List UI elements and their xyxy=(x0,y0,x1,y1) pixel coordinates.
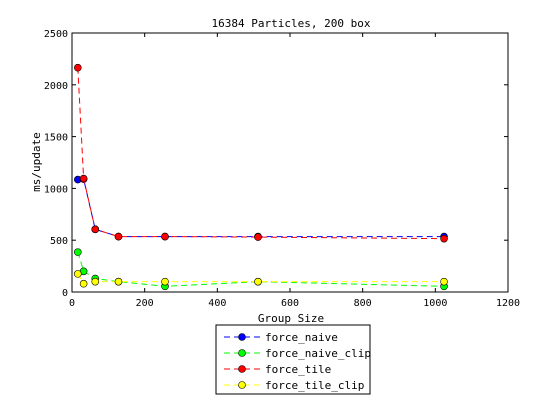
y-tick-label: 1000 xyxy=(44,184,68,195)
data-point xyxy=(114,232,123,241)
legend-item-force_naive: force_naive xyxy=(224,331,338,344)
data-point xyxy=(91,277,100,286)
legend-marker xyxy=(238,381,246,389)
legend-item-force_tile: force_tile xyxy=(224,363,331,376)
y-axis-label: ms/update xyxy=(30,132,43,192)
legend-label: force_naive xyxy=(265,331,338,344)
x-tick-label: 0 xyxy=(69,298,75,309)
plot-area xyxy=(71,32,509,293)
y-axis: 0 500 1000 1500 2000 2500 xyxy=(44,29,508,299)
data-point xyxy=(74,270,82,278)
x-tick-label: 200 xyxy=(136,298,154,309)
data-point xyxy=(161,277,169,286)
data-point xyxy=(91,225,100,234)
data-point xyxy=(254,233,262,241)
data-point xyxy=(254,277,262,286)
legend-label: force_tile_clip xyxy=(265,379,364,392)
legend-marker xyxy=(238,365,246,373)
chart-title: 16384 Particles, 200 box xyxy=(212,17,371,30)
data-point xyxy=(74,63,82,72)
data-point xyxy=(114,277,123,286)
legend: force_naive force_naive_clip force_tilefor… xyxy=(215,324,371,395)
y-tick-label: 2000 xyxy=(44,81,68,92)
y-tick-label: 1500 xyxy=(44,133,68,144)
data-point xyxy=(79,174,88,183)
legend-marker xyxy=(238,333,246,341)
x-axis: 0 200 400 600 800 1000 1200 xyxy=(69,33,520,309)
legend-item-force_tile_clip: force_tile_clip xyxy=(224,379,364,392)
x-tick-label: 600 xyxy=(281,298,299,309)
x-tick-label: 1200 xyxy=(496,298,520,309)
y-tick-label: 2500 xyxy=(44,29,68,40)
y-tick-label: 500 xyxy=(50,236,68,247)
legend-label: force_tile xyxy=(265,363,331,376)
x-tick-label: 1000 xyxy=(423,298,447,309)
series-layer xyxy=(74,63,448,291)
x-tick-label: 800 xyxy=(354,298,372,309)
plot-frame xyxy=(71,32,509,293)
x-axis-label: Group Size xyxy=(258,312,324,325)
data-point xyxy=(440,234,448,243)
data-point xyxy=(161,232,169,241)
data-point xyxy=(440,277,448,286)
legend-marker xyxy=(238,349,246,357)
data-point xyxy=(79,279,88,288)
series-force_tile xyxy=(74,63,448,243)
legend-item-force_naive_clip: force_naive_clip xyxy=(224,347,371,360)
y-tick-label: 0 xyxy=(62,288,68,299)
series-force_tile_clip xyxy=(74,270,448,288)
x-tick-label: 400 xyxy=(208,298,226,309)
legend-label: force_naive_clip xyxy=(265,347,371,360)
data-point xyxy=(74,248,82,256)
